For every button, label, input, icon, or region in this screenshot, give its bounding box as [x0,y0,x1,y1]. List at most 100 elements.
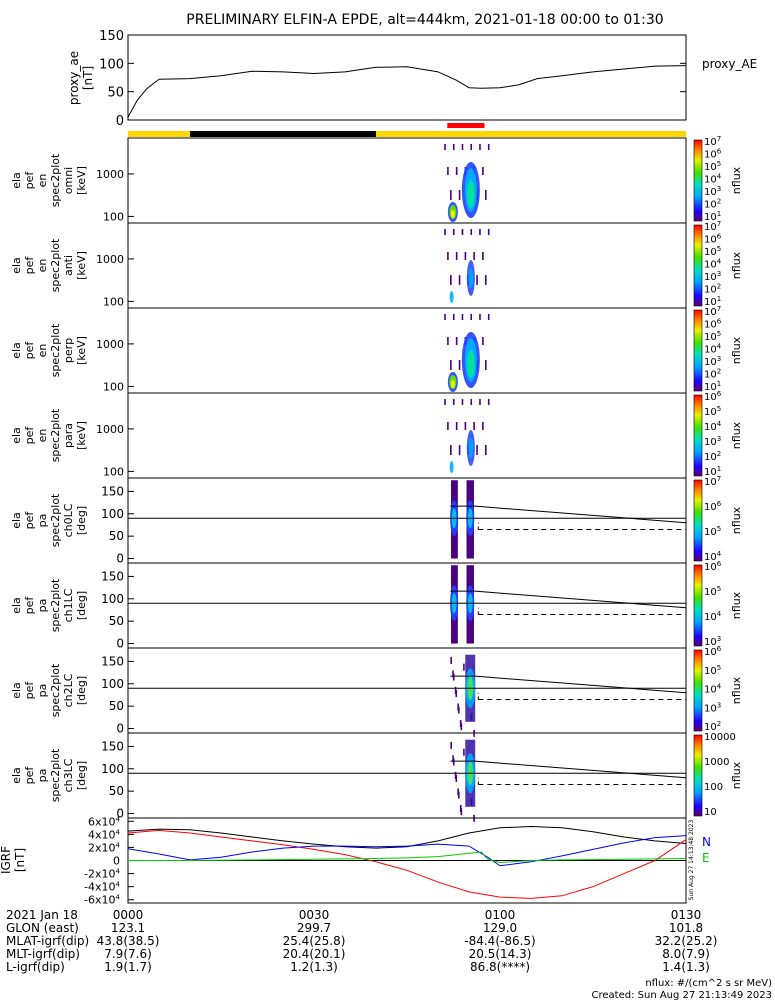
spectrogram-streak [479,314,481,320]
spectrogram-frame [127,307,687,394]
colorbar-tick-exponent: 2 [717,368,721,376]
spectrogram-streak [484,445,487,455]
ephemeris-row-label: MLT-igrf(dip) [6,947,80,961]
spectrogram-streak [450,275,452,285]
spectrogram-streak [450,360,452,370]
igrf-ytick-exponent: 4 [116,868,121,876]
igrf-series-line [127,835,687,867]
spectrogram-ytick-label: 50 [109,614,124,628]
spectrogram-streak [455,337,458,345]
footer-units: nflux: #/(cm^2 s sr MeV) [645,978,772,989]
spectrogram-ylabel: en [36,174,49,188]
spectrogram-streak [452,670,454,678]
colorbar-tick-label: 107 [704,475,721,488]
proxy-ae-y-ticks: 0 50 100 150 [99,29,686,129]
ephemeris-value: 123.1 [111,921,145,935]
spectrogram-ylabel: [keV] [75,251,88,280]
spectrogram-ylabel: [deg] [75,676,88,705]
ephemeris-row-label: MLAT-igrf(dip) [6,934,89,948]
spectrogram-ylabel: ch2LC [62,673,75,707]
spectrogram-streak [487,314,490,320]
spectrogram-ytick-label: 100 [101,677,124,691]
ephemeris-value: 32.2(25.2) [655,934,718,948]
colorbar-tick-label: 107 [704,135,721,148]
spectrogram-blob [450,210,455,218]
colorbar-tick-exponent: 3 [717,355,721,363]
colorbar-tick-label: 1000 [704,757,729,768]
spectrogram-streak [458,190,461,200]
spectrogram-streak [444,229,446,235]
spectrogram-frame [127,732,687,819]
igrf-side-stamp: Sun Aug 27 14:13:48 2023 [688,820,695,901]
spectrogram-ylabel: spec2plot [49,578,62,632]
colorbar-tick-label: 105 [704,405,721,418]
spectrogram-blob [450,380,455,388]
colorbar-tick-exponent: 6 [717,318,722,326]
spectrogram-ylabel: spec2plot [49,748,62,802]
proxy-ae-ytick-label: 0 [116,114,124,129]
igrf-ytick-exponent: 4 [116,815,121,823]
colorbar-tick-exponent: 7 [717,220,721,228]
spectrogram-streak [452,314,455,320]
igrf-legend-n: N [702,835,711,849]
colorbar-tick-exponent: 4 [717,610,722,618]
colorbar-label: nflux [730,676,743,704]
colorbar-tick-label: 104 [704,683,722,696]
colorbar-tick-exponent: 7 [717,305,721,313]
spectrogram-streak [458,360,461,370]
colorbar-tick-exponent: 4 [717,550,722,558]
spectrogram-streak [447,167,449,175]
spectrogram-streak [479,144,481,150]
ephemeris-value: 20.5(14.3) [469,947,532,961]
colorbar-tick-label: 104 [704,173,722,186]
spectrogram-ytick-label: 50 [109,784,124,798]
status-segment [376,131,686,137]
spectrogram-streak [457,788,459,796]
time-label-1: 0030 [299,908,330,922]
igrf-ylabel-1: IGRF [0,846,13,874]
spectrogram-ylabel: en [36,429,49,443]
spectrogram-streak [450,445,452,455]
colorbar-tick-label: 104 [704,420,722,433]
colorbar-tick-label: 105 [704,160,721,173]
proxy-ae-frame [127,34,687,121]
ephemeris-value: -84.4(-86.5) [464,934,535,948]
colorbar-tick-exponent: 6 [717,645,722,653]
colorbar-tick-exponent: 1 [717,210,721,218]
colorbar-tick-label: 103 [704,355,721,368]
spectrogram-streak [458,275,461,285]
spectrogram-ylabel: pef [23,766,36,785]
ephemeris-row-label: GLON (east) [6,921,79,935]
colorbar-tick-exponent: 6 [717,148,722,156]
colorbar-label: nflux [730,336,743,364]
time-label-0: 0000 [113,908,144,922]
colorbar-tick-label: 10 [704,807,717,818]
spectrogram-streak [461,144,464,150]
spectrogram-streak [487,229,490,235]
colorbar-tick-exponent: 2 [717,283,721,291]
spectrogram-streak [461,399,464,405]
ephemeris-value: 8.0(7.9) [662,947,710,961]
colorbar-tick-label: 103 [704,435,721,448]
spectrogram-frame [127,137,687,224]
spectrogram-ylabel: [keV] [75,166,88,195]
spectrogram-ytick-label: 100 [103,380,124,393]
igrf-ytick-exponent: 4 [116,841,121,849]
spectrogram-blob [468,438,474,458]
spectrogram-streak [479,229,481,235]
ephemeris-value: 43.8(38.5) [97,934,160,948]
status-segment [128,131,190,137]
ephemeris-table: 2021 Jan 18 0000 0030 0100 0130 GLON (ea… [6,908,717,974]
figure-title: PRELIMINARY ELFIN-A EPDE, alt=444km, 202… [186,12,663,28]
spectrogram-streak [464,422,467,430]
spectrogram-ytick-label: 100 [103,465,124,478]
colorbar [693,564,703,647]
spectrogram-ylabel: pa [36,599,49,613]
spectrogram-ylabel: omni [62,167,75,194]
spectrogram-streak [452,144,455,150]
colorbar-tick-exponent: 2 [717,450,721,458]
spectrogram-streak [444,144,446,150]
